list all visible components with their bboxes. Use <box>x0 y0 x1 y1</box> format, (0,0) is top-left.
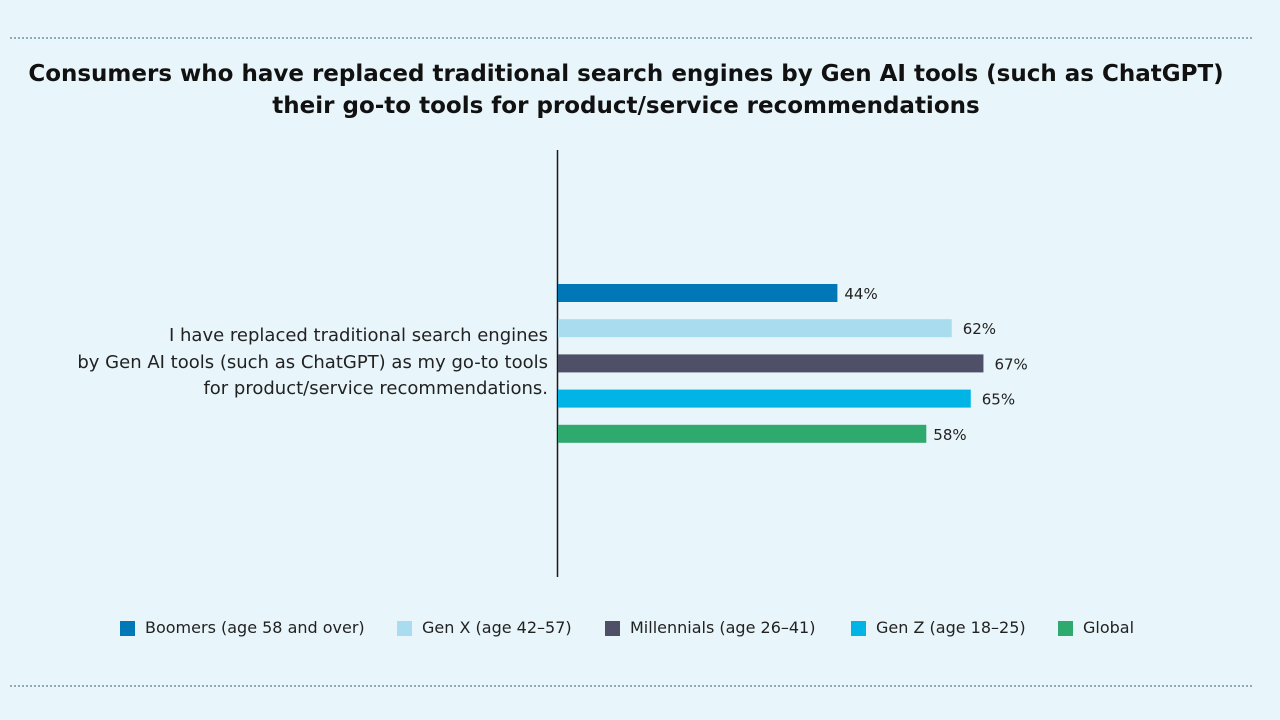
legend-swatch-global <box>1058 620 1073 636</box>
legend-swatch-millennials <box>605 620 620 636</box>
legend-item-global[interactable]: Global <box>1058 618 1134 638</box>
legend-item-millennials[interactable]: Millennials (age 26–41) <box>605 618 815 638</box>
legend-swatch-gen-z <box>851 620 866 636</box>
legend-label-boomers: Boomers (age 58 and over) <box>145 618 365 637</box>
bar-gen-x <box>558 319 952 338</box>
data-label-boomers: 44% <box>844 285 877 303</box>
legend-item-gen-z[interactable]: Gen Z (age 18–25) <box>851 618 1026 638</box>
chart-legend: Boomers (age 58 and over) Gen X (age 42–… <box>0 618 1252 640</box>
chart-title-line-1: Consumers who have replaced traditional … <box>28 61 1224 87</box>
legend-item-gen-x[interactable]: Gen X (age 42–57) <box>397 618 572 638</box>
data-label-gen-z: 65% <box>982 391 1015 409</box>
bar-boomers <box>558 284 838 302</box>
legend-swatch-boomers <box>120 620 135 636</box>
category-label: I have replaced traditional search engin… <box>8 323 548 403</box>
legend-item-boomers[interactable]: Boomers (age 58 and over) <box>120 618 365 638</box>
bars-group: 44% 62% 67% 65% 58% <box>558 284 1028 444</box>
category-label-line-1: I have replaced traditional search engin… <box>168 325 548 346</box>
bar-millennials <box>558 354 984 373</box>
legend-label-gen-x: Gen X (age 42–57) <box>422 618 572 637</box>
data-label-millennials: 67% <box>994 355 1027 373</box>
top-dotted-divider <box>10 37 1252 39</box>
category-label-line-2: by Gen AI tools (such as ChatGPT) as my … <box>77 351 548 373</box>
legend-label-gen-z: Gen Z (age 18–25) <box>876 618 1026 637</box>
legend-label-millennials: Millennials (age 26–41) <box>630 618 816 637</box>
chart-title-line-2: their go-to tools for product/service re… <box>272 93 980 119</box>
category-label-line-3: for product/service recommendations. <box>203 378 548 399</box>
legend-label-global: Global <box>1083 618 1135 637</box>
chart-title: Consumers who have replaced traditional … <box>0 58 1252 122</box>
bottom-dotted-divider <box>10 685 1252 687</box>
bar-gen-z <box>558 389 971 408</box>
legend-swatch-gen-x <box>397 620 412 636</box>
data-label-global: 58% <box>933 426 966 444</box>
bar-global <box>558 424 927 443</box>
data-label-gen-x: 62% <box>963 320 996 338</box>
